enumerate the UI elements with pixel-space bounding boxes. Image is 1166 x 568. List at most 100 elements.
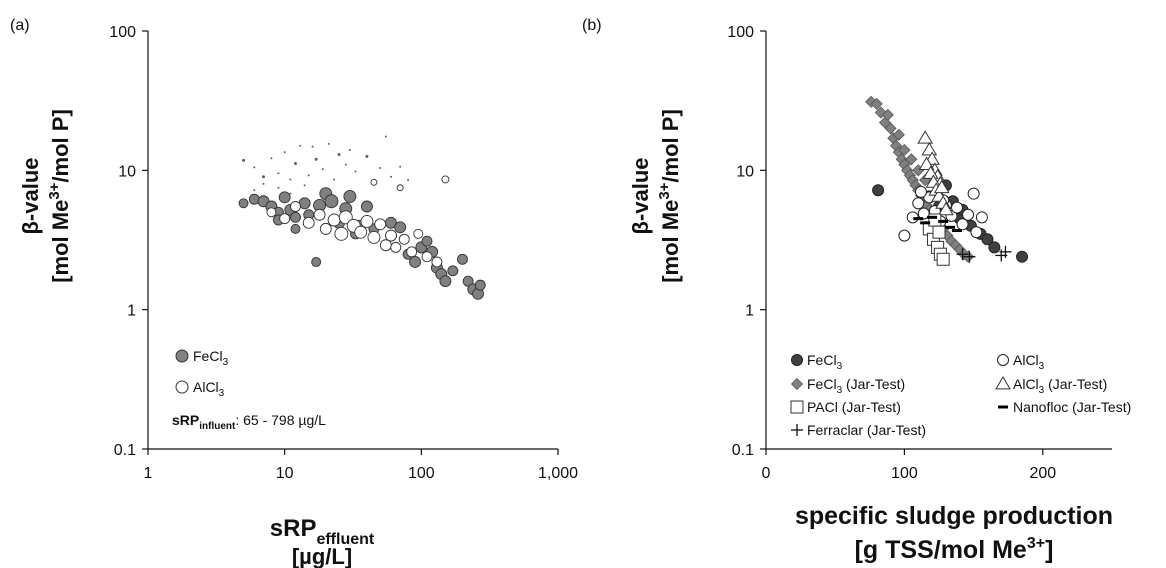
y-tick-label: 1 <box>127 303 136 320</box>
panel-a-x-label: sRPeffluent <box>270 515 375 548</box>
small-point <box>283 151 286 154</box>
legend-fecl3-jar-test-marker <box>790 377 804 391</box>
panel-b-x-label-sup: 3+ <box>1027 535 1045 552</box>
annotation-rest: : 65 - 798 µg/L <box>235 412 326 428</box>
alcl3-jar-test-point <box>922 165 939 179</box>
small-point <box>293 161 297 165</box>
ferraclar-jar-test-point <box>956 248 969 261</box>
small-point <box>253 166 256 169</box>
small-point <box>407 179 410 182</box>
nanofloc-jar-test-point <box>951 228 962 232</box>
alcl3-jar-test-point <box>917 130 934 144</box>
small-point <box>399 165 402 168</box>
alcl3-jar-test-point <box>933 179 950 194</box>
alcl3-point <box>421 251 433 263</box>
alcl3-point <box>912 197 925 210</box>
panel-a-x-label-unit: [µg/L] <box>292 544 352 568</box>
panel-b-label: (b) <box>582 17 602 34</box>
small-point <box>365 154 369 158</box>
x-tick-label: 100 <box>891 465 918 482</box>
annotation-main: sRP <box>172 412 199 428</box>
small-point <box>321 168 324 171</box>
legend-ferraclar-jar-test-label-main: Ferraclar (Jar-Test) <box>807 422 926 438</box>
small-point <box>299 144 302 147</box>
fecl3-point <box>343 189 357 203</box>
legend-fecl3-label-sub: 3 <box>223 357 229 368</box>
panel-b-legend: FeCl3 FeCl3 (Jar-Test) PACl (Jar-Test) Ferr… <box>790 352 1131 438</box>
fecl3-jar-test-point <box>905 153 918 166</box>
panel-b-y-label-sup: 3+ <box>656 182 673 199</box>
legend-alcl3-label-sub: 3 <box>219 388 225 399</box>
alcl3-point <box>970 226 983 239</box>
panel-b-x-label-pre: [g TSS/mol Me <box>855 536 1027 564</box>
panel-a-y-label-line1: β-value <box>18 157 43 234</box>
nanofloc-jar-test-point <box>938 219 949 223</box>
legend-alcl3-marker <box>175 380 189 394</box>
small-point <box>303 184 306 187</box>
panel-a: (a) 0.1 1 10 100 1 10 100 1,000 β-value [mol Me… <box>10 17 578 568</box>
alcl3-point <box>266 207 277 218</box>
fecl3-jar-test-point <box>884 122 897 135</box>
panel-a-y-label-pre: [mol Me <box>48 200 73 283</box>
x-tick-label: 1 <box>144 465 153 482</box>
y-tick-label: 100 <box>727 24 754 41</box>
nanofloc-jar-test-point <box>920 221 931 225</box>
alcl3-point <box>390 241 402 253</box>
alcl3-point <box>956 218 969 231</box>
alcl3-point <box>962 208 975 221</box>
fecl3-point <box>462 275 474 287</box>
legend-fecl3-jar-test-label: FeCl3 (Jar-Test) <box>807 376 905 396</box>
x-tick-label: 1,000 <box>538 465 578 482</box>
panel-b-points <box>865 95 1029 266</box>
panel-a-y-label-line2: [mol Me3+/mol P] <box>46 109 73 283</box>
alcl3-point <box>374 218 387 231</box>
y-tick-label: 0.1 <box>114 442 136 459</box>
y-tick-label: 100 <box>109 24 136 41</box>
panel-b-x-label-line2: [g TSS/mol Me3+] <box>855 535 1054 564</box>
small-point <box>242 158 246 162</box>
panel-a-x-label-main: sRP <box>270 515 317 542</box>
alcl3-point <box>967 187 980 200</box>
alcl3-point <box>319 222 332 235</box>
legend-pacl-jar-test-label-main: PACl (Jar-Test) <box>807 399 901 415</box>
fecl3-jar-test-point <box>870 97 883 110</box>
legend-ferraclar-jar-test-label: Ferraclar (Jar-Test) <box>807 422 926 438</box>
y-tick-label: 0.1 <box>732 442 754 459</box>
fecl3-point <box>290 211 301 223</box>
alcl3-point <box>354 225 368 239</box>
fecl3-point <box>409 256 422 268</box>
legend-alcl3-marker <box>997 354 1009 366</box>
legend-alcl3-label: AlCl3 <box>1013 352 1045 372</box>
alcl3-point <box>313 208 326 221</box>
alcl3-point <box>975 211 988 224</box>
panel-a-y-label: β-value [mol Me3+/mol P] <box>18 109 73 283</box>
fecl3-jar-test-point <box>898 143 911 157</box>
x-tick-label: 200 <box>1029 465 1056 482</box>
alcl3-point <box>915 185 928 198</box>
fecl3-point <box>421 235 433 247</box>
legend-fecl3-label: FeCl3 <box>193 348 229 368</box>
fecl3-point <box>311 257 322 267</box>
alcl3-point <box>950 201 963 214</box>
y-tick-label: 1 <box>745 303 754 320</box>
small-point <box>277 172 280 175</box>
panel-a-y-label-sup: 3+ <box>46 182 63 199</box>
panel-b-y-label-line2: [mol Me3+/mol P] <box>656 109 683 283</box>
small-point <box>311 145 314 148</box>
fecl3-point <box>981 233 994 246</box>
alcl3-point <box>396 184 404 192</box>
small-point <box>253 189 256 192</box>
fecl3-point <box>457 253 468 265</box>
small-point <box>307 174 310 177</box>
small-point <box>261 175 265 179</box>
legend-fecl3-label: FeCl3 <box>807 352 843 372</box>
fecl3-jar-test-point <box>892 128 905 141</box>
annotation-sub: influent <box>199 421 236 432</box>
fecl3-point <box>238 198 249 209</box>
panel-b-y-label: β-value [mol Me3+/mol P] <box>628 109 683 283</box>
fecl3-point <box>278 191 291 204</box>
legend-nanofloc-jar-test-marker <box>998 405 1008 409</box>
small-point <box>333 178 336 181</box>
